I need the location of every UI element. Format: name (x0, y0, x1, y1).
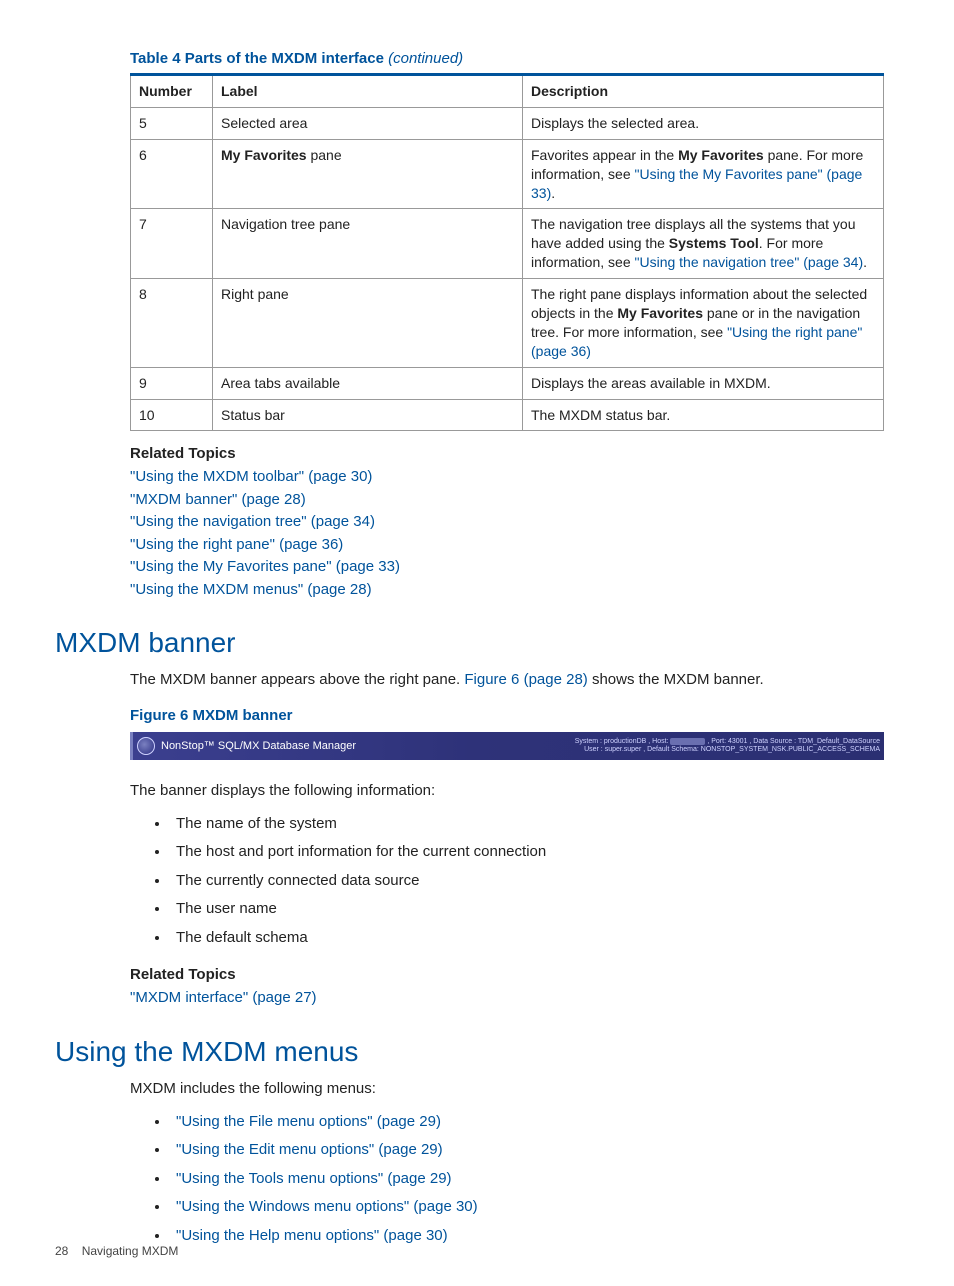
list-item: "Using the Edit menu options" (page 29) (170, 1136, 884, 1165)
cell-desc: The navigation tree displays all the sys… (523, 209, 884, 279)
section-heading-using-menus: Using the MXDM menus (55, 1036, 884, 1068)
cell-label: Status bar (213, 399, 523, 431)
xref-link[interactable]: "Using the navigation tree" (page 34) (635, 254, 864, 270)
menus-intro: MXDM includes the following menus: (130, 1078, 884, 1100)
globe-icon (137, 737, 155, 755)
xref-link[interactable]: "MXDM interface" (page 27) (130, 989, 317, 1006)
menus-list: "Using the File menu options" (page 29) … (150, 1108, 884, 1251)
table-row: 5 Selected area Displays the selected ar… (131, 107, 884, 139)
list-item: The host and port information for the cu… (170, 838, 884, 867)
desc-bold: Systems Tool (669, 235, 759, 251)
xref-link[interactable]: "MXDM banner" (page 28) (130, 491, 306, 508)
banner-meta: System : productionDB , Host: xx , Port:… (575, 738, 880, 755)
cell-number: 7 (131, 209, 213, 279)
cell-number: 8 (131, 279, 213, 368)
document-page: { "colors": { "link": "#00539b", "rule":… (0, 0, 954, 1286)
desc-bold: My Favorites (678, 147, 764, 163)
table-row: 6 My Favorites pane Favorites appear in … (131, 139, 884, 209)
xref-link[interactable]: "Using the Windows menu options" (page 3… (176, 1198, 478, 1215)
table-row: 8 Right pane The right pane displays inf… (131, 279, 884, 368)
page-number: 28 (55, 1244, 68, 1258)
xref-link[interactable]: "Using the MXDM menus" (page 28) (130, 581, 372, 598)
banner-intro: The MXDM banner appears above the right … (130, 669, 884, 691)
xref-link[interactable]: "Using the File menu options" (page 29) (176, 1113, 441, 1130)
cell-label: My Favorites pane (213, 139, 523, 209)
banner-left: NonStop™ SQL/MX Database Manager (137, 737, 356, 755)
xref-link[interactable]: "Using the navigation tree" (page 34) (130, 513, 375, 530)
table-row: 10 Status bar The MXDM status bar. (131, 399, 884, 431)
list-item: "Using the Windows menu options" (page 3… (170, 1193, 884, 1222)
footer-title: Navigating MXDM (82, 1244, 179, 1258)
table-row: 9 Area tabs available Displays the areas… (131, 367, 884, 399)
banner-info-intro: The banner displays the following inform… (130, 780, 884, 802)
col-number: Number (131, 75, 213, 108)
col-label: Label (213, 75, 523, 108)
xref-link[interactable]: "Using the My Favorites pane" (page 33) (130, 558, 400, 575)
related-topics-list: "MXDM interface" (page 27) (130, 987, 884, 1010)
table-row: 7 Navigation tree pane The navigation tr… (131, 209, 884, 279)
cell-label: Right pane (213, 279, 523, 368)
cell-desc: Favorites appear in the My Favorites pan… (523, 139, 884, 209)
banner-meta-text: User : super.super , Default Schema: NON… (575, 746, 880, 754)
cell-label: Navigation tree pane (213, 209, 523, 279)
related-topics-list: "Using the MXDM toolbar" (page 30) "MXDM… (130, 466, 884, 601)
xref-link[interactable]: "Using the MXDM toolbar" (page 30) (130, 468, 372, 485)
label-rest: pane (307, 147, 342, 163)
xref-link[interactable]: "Using the Edit menu options" (page 29) (176, 1141, 443, 1158)
desc-bold: My Favorites (617, 305, 703, 321)
xref-link[interactable]: "Using the Tools menu options" (page 29) (176, 1170, 452, 1187)
cell-number: 5 (131, 107, 213, 139)
col-description: Description (523, 75, 884, 108)
xref-link[interactable]: Figure 6 (page 28) (464, 671, 587, 688)
desc-part: . (863, 254, 867, 270)
caption-continued: (continued) (388, 50, 463, 67)
list-item: "Using the File menu options" (page 29) (170, 1108, 884, 1137)
table-header-row: Number Label Description (131, 75, 884, 108)
section-heading-mxdm-banner: MXDM banner (55, 627, 884, 659)
label-bold: My Favorites (221, 147, 307, 163)
list-item: The name of the system (170, 810, 884, 839)
interface-parts-table: Number Label Description 5 Selected area… (130, 73, 884, 431)
banner-meta-text: , Port: 43001 , Data Source : TDM_Defaul… (705, 738, 880, 745)
related-topics-heading: Related Topics (130, 445, 884, 462)
banner-title: NonStop™ SQL/MX Database Manager (161, 740, 356, 752)
text: shows the MXDM banner. (588, 671, 764, 688)
cell-label: Selected area (213, 107, 523, 139)
page-footer: 28 Navigating MXDM (55, 1244, 178, 1258)
banner-info-list: The name of the system The host and port… (150, 810, 884, 953)
list-item: The currently connected data source (170, 867, 884, 896)
cell-number: 9 (131, 367, 213, 399)
cell-desc: Displays the selected area. (523, 107, 884, 139)
cell-label: Area tabs available (213, 367, 523, 399)
list-item: The default schema (170, 924, 884, 953)
table-caption: Table 4 Parts of the MXDM interface (con… (130, 50, 884, 67)
cell-desc: Displays the areas available in MXDM. (523, 367, 884, 399)
cell-number: 10 (131, 399, 213, 431)
related-topics-heading: Related Topics (130, 966, 884, 983)
desc-part: Favorites appear in the (531, 147, 678, 163)
xref-link[interactable]: "Using the Help menu options" (page 30) (176, 1227, 448, 1244)
cell-desc: The MXDM status bar. (523, 399, 884, 431)
desc-part: . (551, 185, 555, 201)
text: The MXDM banner appears above the right … (130, 671, 464, 688)
redacted-host: xx (670, 738, 705, 745)
list-item: The user name (170, 895, 884, 924)
caption-text: Table 4 Parts of the MXDM interface (130, 50, 388, 67)
xref-link[interactable]: "Using the right pane" (page 36) (130, 536, 343, 553)
list-item: "Using the Help menu options" (page 30) (170, 1222, 884, 1251)
cell-number: 6 (131, 139, 213, 209)
figure-caption: Figure 6 MXDM banner (130, 707, 884, 724)
list-item: "Using the Tools menu options" (page 29) (170, 1165, 884, 1194)
banner-meta-text: System : productionDB , Host: (575, 738, 671, 745)
banner-figure: NonStop™ SQL/MX Database Manager System … (130, 732, 884, 760)
cell-desc: The right pane displays information abou… (523, 279, 884, 368)
